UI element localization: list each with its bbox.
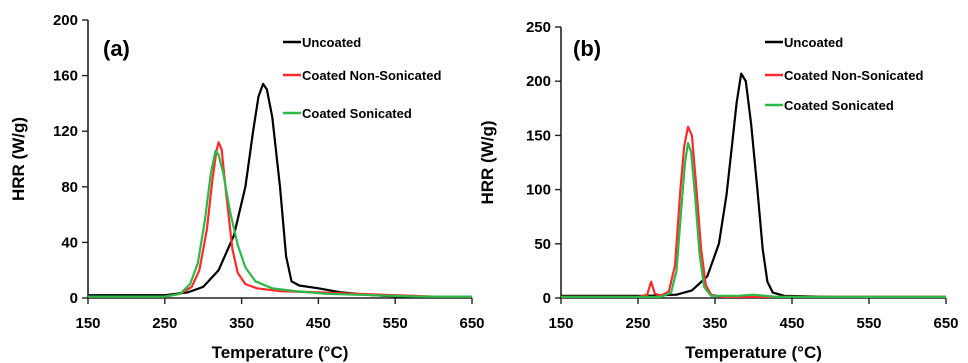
panel-label: (a): [103, 36, 130, 61]
series-line-uncoated: [88, 82, 472, 298]
panel-label: (b): [573, 36, 601, 61]
y-tick-label: 50: [534, 236, 551, 253]
x-tick-label: 150: [75, 315, 100, 332]
legend-label: Uncoated: [302, 35, 361, 50]
x-tick-label: 450: [306, 315, 331, 332]
y-tick-label: 200: [526, 73, 551, 90]
series-line-coated-sonicated: [88, 149, 472, 298]
legend-label: Coated Sonicated: [784, 98, 894, 113]
x-tick-label: 250: [625, 315, 650, 332]
chart-panel-0: 0 40 80 120 160 200 150 250 350 450 550 650 Temperat…: [9, 12, 485, 362]
y-tick-label: 200: [53, 12, 78, 29]
x-tick-label: 650: [933, 315, 958, 332]
series-line-uncoated: [561, 72, 946, 298]
chart-panel-1: 0 50 100 150 200 250 150 250 350 450 550 650 Tempera…: [478, 19, 959, 362]
series-line-coated-non-sonicated: [88, 141, 472, 298]
series-line-coated-sonicated: [561, 141, 946, 298]
legend-label: Coated Non-Sonicated: [302, 68, 441, 83]
x-axis-title: Temperature (°C): [212, 343, 349, 362]
x-tick-label: 450: [779, 315, 804, 332]
x-tick-label: 350: [702, 315, 727, 332]
y-tick-label: 160: [53, 68, 78, 85]
legend-label: Uncoated: [784, 35, 843, 50]
y-tick-label: 0: [543, 290, 551, 307]
y-tick-label: 100: [526, 182, 551, 199]
y-tick-label: 250: [526, 19, 551, 36]
legend-label: Coated Non-Sonicated: [784, 68, 923, 83]
x-tick-label: 550: [383, 315, 408, 332]
y-axis-title: HRR (W/g): [478, 120, 497, 204]
x-tick-label: 250: [152, 315, 177, 332]
x-tick-label: 150: [548, 315, 573, 332]
y-tick-label: 80: [61, 179, 78, 196]
x-tick-label: 350: [229, 315, 254, 332]
y-tick-label: 120: [53, 123, 78, 140]
series-line-coated-non-sonicated: [561, 125, 946, 298]
y-tick-label: 0: [70, 290, 78, 307]
x-axis-title: Temperature (°C): [685, 343, 822, 362]
y-tick-label: 150: [526, 127, 551, 144]
x-tick-label: 650: [459, 315, 484, 332]
y-axis-title: HRR (W/g): [9, 117, 28, 201]
legend-label: Coated Sonicated: [302, 106, 412, 121]
y-tick-label: 40: [61, 234, 78, 251]
x-tick-label: 550: [856, 315, 881, 332]
